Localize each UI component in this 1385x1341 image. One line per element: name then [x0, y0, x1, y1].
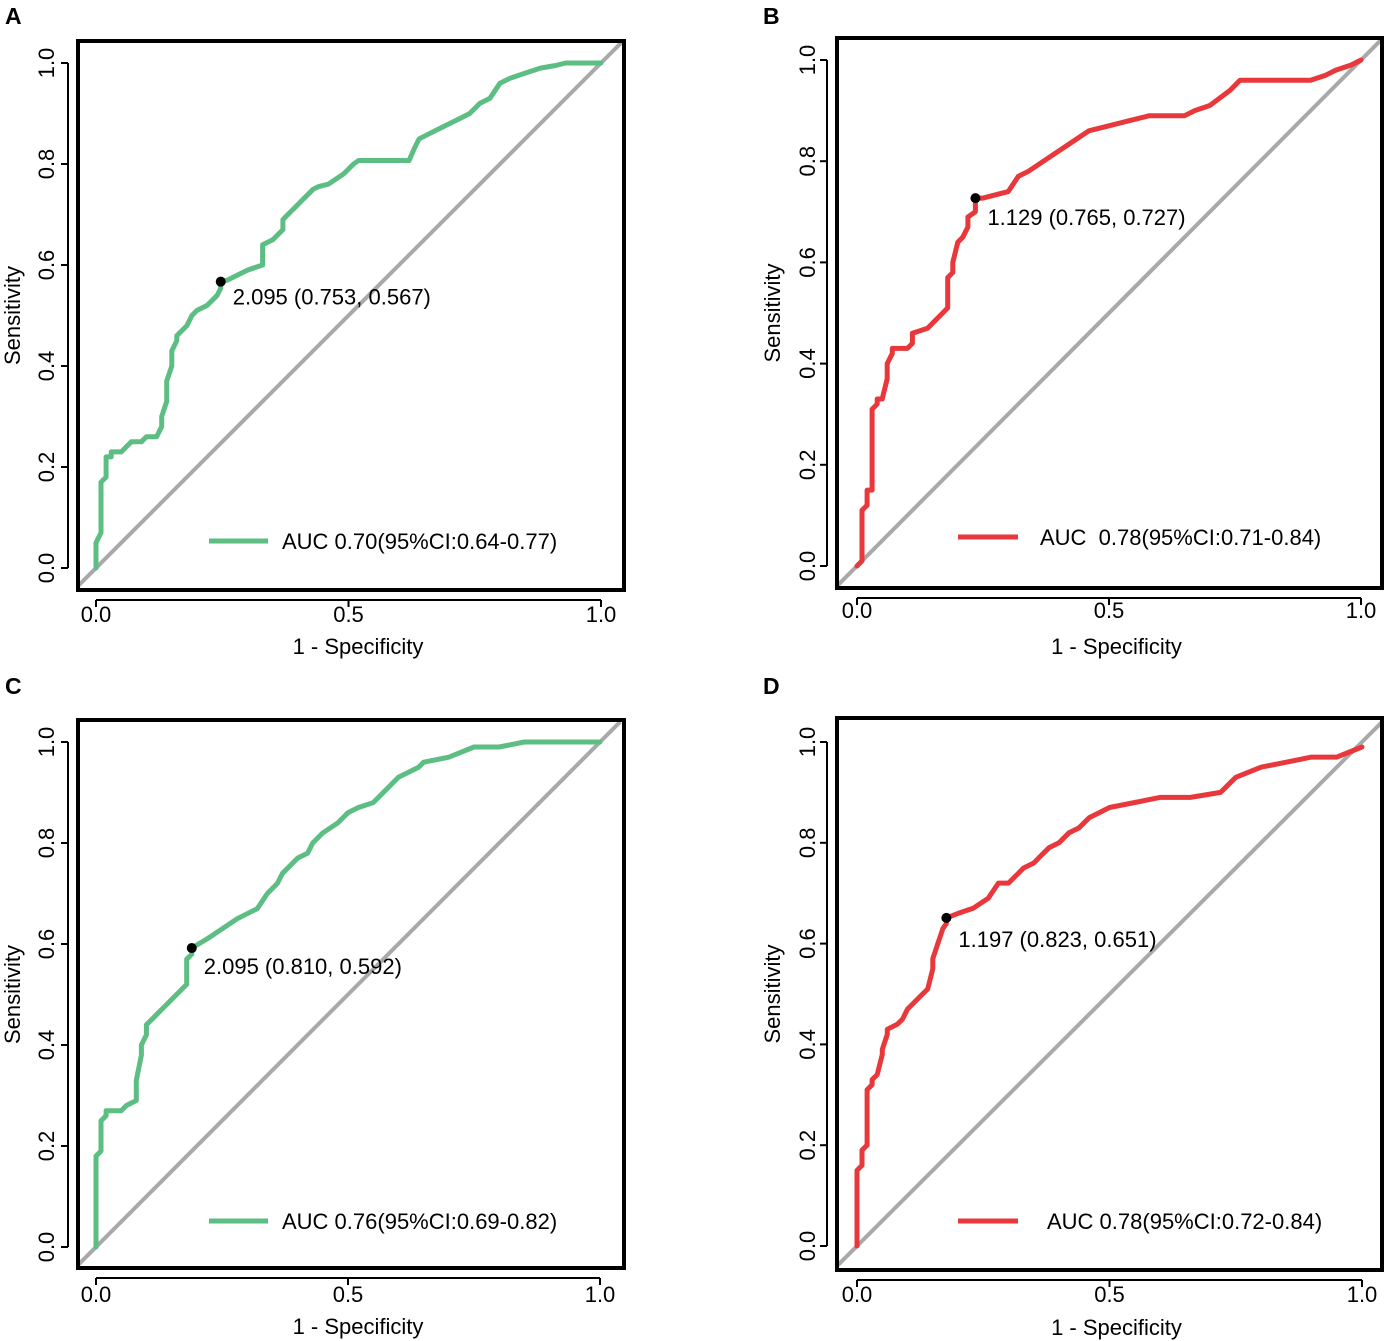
x-tick-label-b-2: 1.0 — [1346, 598, 1377, 623]
cutoff-annotation-d: 1.197 (0.823, 0.651) — [958, 927, 1156, 952]
y-axis-title-b: Sensitivity — [760, 263, 785, 362]
panel-label-b: B — [763, 3, 780, 29]
y-tick-label-b-4: 0.8 — [795, 146, 820, 177]
legend-label-b: AUC 0.78(95%CI:0.71-0.84) — [1040, 525, 1321, 550]
y-tick-label-a-1: 0.2 — [34, 452, 59, 483]
y-tick-label-c-3: 0.6 — [34, 929, 59, 960]
y-tick-label-b-3: 0.6 — [795, 247, 820, 278]
cutoff-annotation-c: 2.095 (0.810, 0.592) — [204, 954, 402, 979]
y-tick-label-b-1: 0.2 — [795, 450, 820, 481]
diagonal-reference-line-b — [837, 38, 1382, 588]
roc-curve-a — [93, 60, 604, 571]
y-tick-label-a-3: 0.6 — [34, 250, 59, 281]
diagonal-reference-line-d — [837, 720, 1382, 1268]
x-tick-label-c-0: 0.0 — [81, 1282, 112, 1307]
y-tick-label-c-1: 0.2 — [34, 1131, 59, 1162]
x-tick-label-d-1: 0.5 — [1094, 1282, 1125, 1307]
y-tick-label-d-1: 0.2 — [795, 1130, 820, 1161]
diagonal-reference-line-a — [78, 41, 623, 589]
legend-label-a: AUC 0.70(95%CI:0.64-0.77) — [282, 529, 557, 554]
y-tick-label-c-2: 0.4 — [34, 1030, 59, 1061]
legend-label-c: AUC 0.76(95%CI:0.69-0.82) — [282, 1209, 557, 1234]
y-tick-label-d-5: 1.0 — [795, 727, 820, 758]
plot-frame-b — [835, 36, 1384, 590]
y-tick-label-a-2: 0.4 — [34, 351, 59, 382]
panel-label-d: D — [763, 673, 780, 699]
x-tick-label-d-0: 0.0 — [842, 1282, 873, 1307]
x-tick-label-c-2: 1.0 — [585, 1282, 616, 1307]
roc-curve-c — [93, 739, 603, 1250]
roc-curve-b — [854, 57, 1364, 569]
x-axis-title-b: 1 - Specificity — [1051, 634, 1182, 659]
x-tick-label-a-1: 0.5 — [333, 602, 364, 627]
panel-label-c: C — [5, 673, 22, 699]
y-axis-title-c: Sensitivity — [0, 945, 25, 1044]
cutoff-annotation-a: 2.095 (0.753, 0.567) — [233, 285, 431, 310]
x-axis-title-d: 1 - Specificity — [1051, 1315, 1182, 1340]
y-tick-label-d-4: 0.8 — [795, 828, 820, 859]
y-tick-label-a-0: 0.0 — [34, 553, 59, 584]
y-axis-title-d: Sensitivity — [760, 944, 785, 1043]
x-tick-label-a-2: 1.0 — [586, 602, 617, 627]
cutoff-point-c — [186, 943, 197, 954]
plot-frame-d — [835, 716, 1384, 1272]
x-axis-title-a: 1 - Specificity — [293, 634, 424, 659]
y-tick-label-d-0: 0.0 — [795, 1231, 820, 1262]
cutoff-annotation-b: 1.129 (0.765, 0.727) — [987, 205, 1185, 230]
legend-label-d: AUC 0.78(95%CI:0.72-0.84) — [1047, 1209, 1322, 1234]
y-tick-label-d-2: 0.4 — [795, 1029, 820, 1060]
panel-label-a: A — [5, 3, 22, 29]
cutoff-point-d — [941, 912, 952, 923]
cutoff-point-a — [215, 276, 226, 287]
y-tick-label-b-2: 0.4 — [795, 348, 820, 379]
y-tick-label-b-5: 1.0 — [795, 45, 820, 76]
x-tick-label-c-1: 0.5 — [333, 1282, 364, 1307]
x-axis-title-c: 1 - Specificity — [293, 1314, 424, 1339]
y-tick-label-a-5: 1.0 — [34, 48, 59, 79]
x-tick-label-b-0: 0.0 — [842, 598, 873, 623]
plot-frame-a — [76, 39, 626, 592]
plot-frame-c — [76, 718, 626, 1270]
y-tick-label-c-5: 1.0 — [34, 727, 59, 758]
y-tick-label-c-0: 0.0 — [34, 1232, 59, 1263]
y-tick-label-a-4: 0.8 — [34, 149, 59, 180]
cutoff-point-b — [970, 193, 981, 204]
x-tick-label-d-2: 1.0 — [1347, 1282, 1378, 1307]
diagonal-reference-line-c — [78, 720, 622, 1268]
y-tick-label-c-4: 0.8 — [34, 828, 59, 859]
y-tick-label-b-0: 0.0 — [795, 551, 820, 582]
x-tick-label-a-0: 0.0 — [81, 602, 112, 627]
y-axis-title-a: Sensitivity — [0, 266, 25, 365]
y-tick-label-d-3: 0.6 — [795, 928, 820, 959]
x-tick-label-b-1: 0.5 — [1094, 598, 1125, 623]
